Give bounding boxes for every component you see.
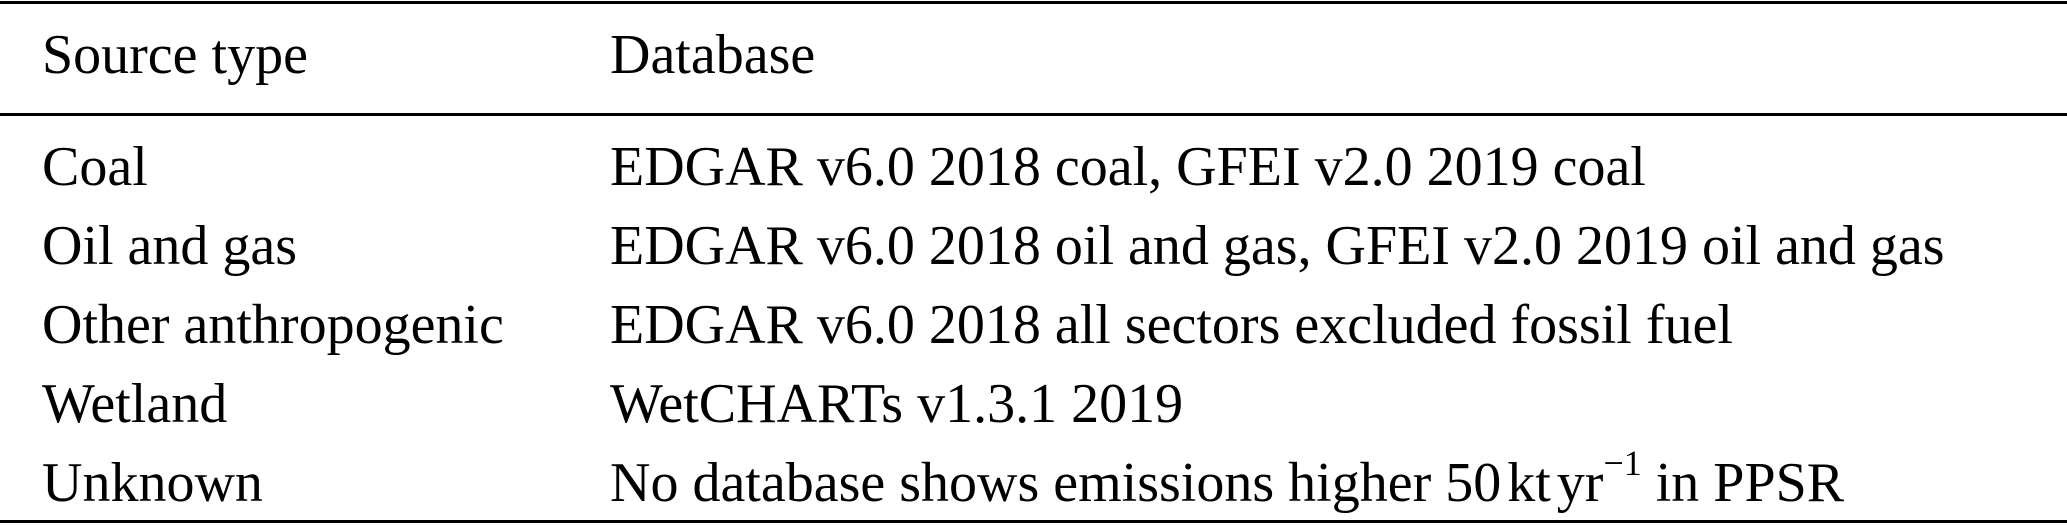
row-database: EDGAR v6.0 2018 coal, GFEI v2.0 2019 coa…	[610, 136, 1646, 198]
database-text: No database shows emissions higher 50	[610, 452, 1502, 514]
row-source: Coal	[42, 136, 148, 198]
bottom-rule	[0, 520, 2067, 523]
row-database: WetCHARTs v1.3.1 2019	[610, 373, 1184, 435]
row-source: Other anthropogenic	[42, 294, 504, 356]
row-source: Unknown	[42, 452, 263, 514]
row-source: Wetland	[42, 373, 228, 435]
row-database: No database shows emissions higher 50 kt y…	[610, 443, 1844, 523]
header-source-type: Source type	[42, 24, 308, 86]
unit-kt: kt	[1507, 452, 1551, 514]
top-rule	[0, 1, 2067, 4]
header-rule	[0, 113, 2067, 116]
row-database: EDGAR v6.0 2018 oil and gas, GFEI v2.0 2…	[610, 215, 1945, 277]
unit-yr: yr	[1556, 452, 1604, 514]
row-source: Oil and gas	[42, 215, 298, 277]
database-text-end: in PPSR	[1641, 452, 1845, 514]
unit-exponent: −1	[1603, 443, 1642, 483]
row-database: EDGAR v6.0 2018 all sectors excluded fos…	[610, 294, 1733, 356]
header-database: Database	[610, 24, 816, 86]
